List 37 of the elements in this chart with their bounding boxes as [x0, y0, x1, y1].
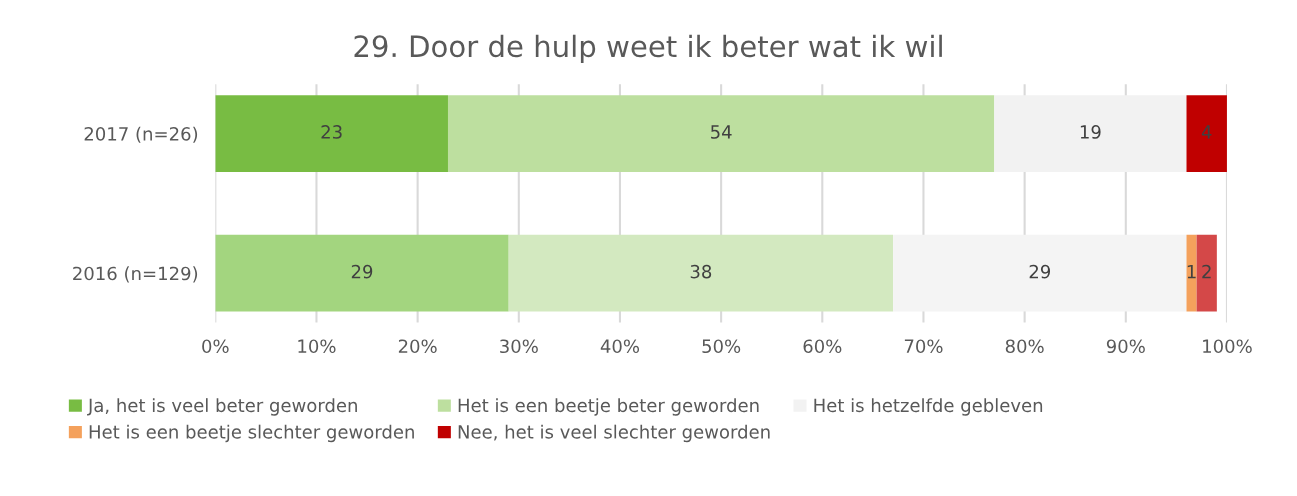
bar: [508, 234, 894, 312]
bar: [1186, 234, 1197, 312]
x-tick-label: 70%: [904, 339, 943, 354]
legend-label: Het is hetzelfde gebleven: [814, 398, 1043, 416]
data-label: 38: [690, 264, 712, 279]
x-tick-label: 40%: [600, 339, 640, 354]
data-label: 1: [1187, 265, 1196, 279]
data-label: 4: [1201, 125, 1212, 139]
x-tick-label: 20%: [398, 339, 437, 354]
data-label: 19: [1080, 125, 1101, 139]
x-tick-label: 10%: [298, 339, 336, 354]
legend-label: Ja, het is veel beter geworden: [87, 398, 357, 416]
bar: [994, 95, 1187, 172]
chart-title: 29. Door de hulp weet ik beter wat ik wil: [354, 34, 942, 63]
bar: [215, 95, 448, 172]
x-tick-label: 80%: [1005, 339, 1044, 354]
x-tick-label: 90%: [1106, 339, 1145, 354]
data-label: 23: [321, 125, 342, 139]
bar: [893, 234, 1187, 312]
x-tick-label: 60%: [803, 339, 842, 354]
bar: [1186, 95, 1227, 172]
data-label: 29: [351, 264, 373, 279]
data-label: 2: [1202, 264, 1211, 279]
x-tick-label: 30%: [500, 339, 538, 354]
y-tick-label: 2016 (n=129): [73, 266, 198, 283]
bar: [215, 234, 509, 312]
data-label: 54: [711, 125, 732, 139]
x-tick-label: 50%: [702, 339, 741, 354]
bar: [447, 95, 995, 172]
bar: [1196, 234, 1217, 312]
data-label: 29: [1029, 264, 1051, 279]
legend-label: Het is een beetje slechter geworden: [89, 424, 414, 443]
legend-label: Nee, het is veel slechter geworden: [458, 424, 770, 443]
x-tick-label: 0%: [202, 339, 229, 354]
x-tick-label: 100%: [1203, 339, 1252, 354]
y-tick-label: 2017 (n=26): [84, 126, 198, 143]
legend-label: Het is een beetje beter geworden: [458, 398, 759, 416]
